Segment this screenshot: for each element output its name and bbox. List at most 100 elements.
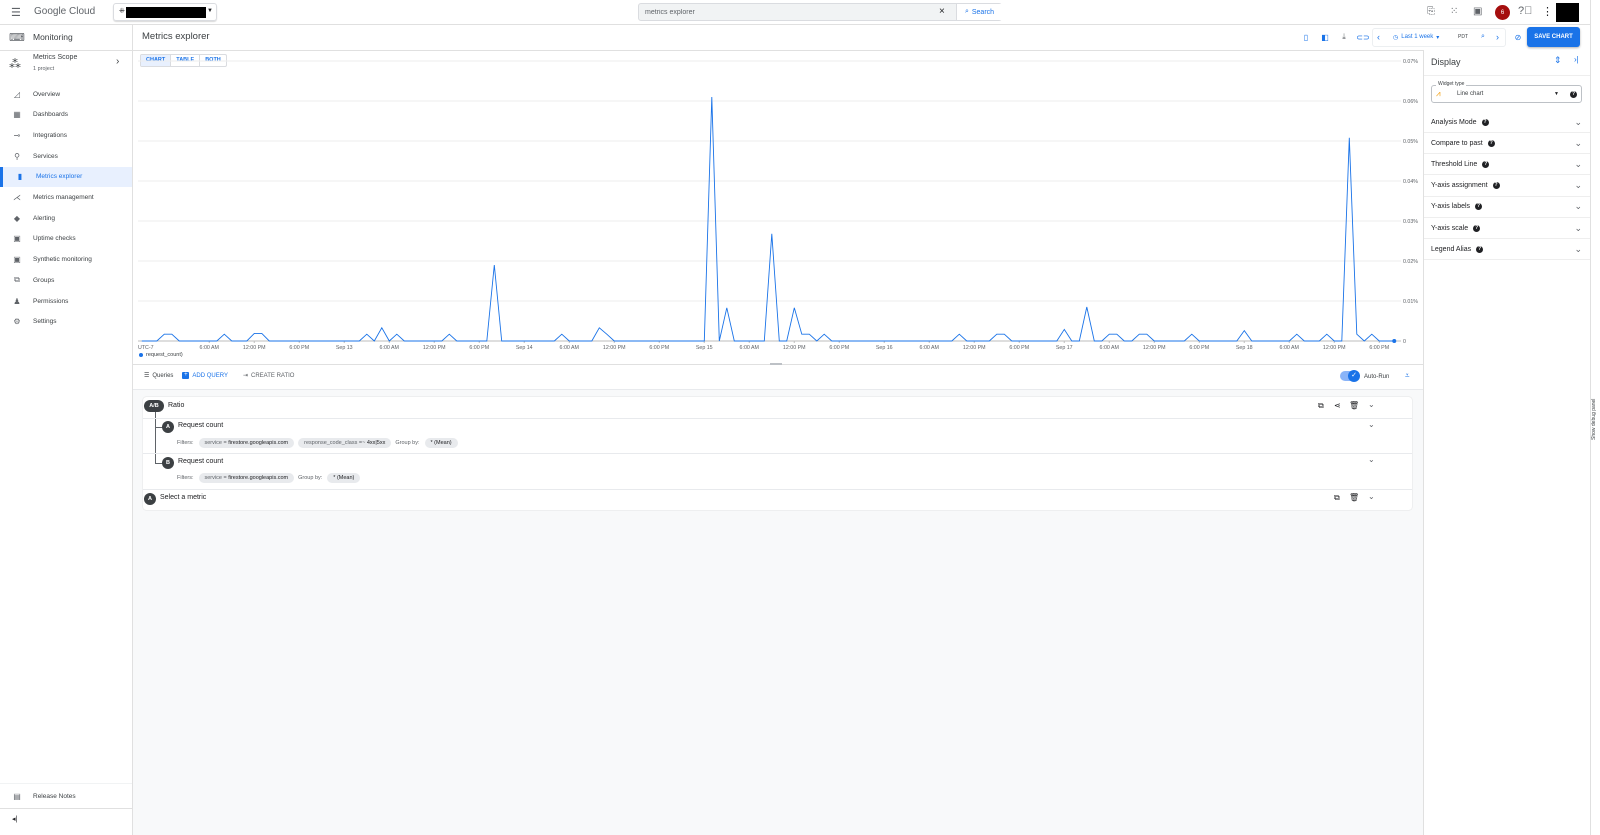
time-range-selector[interactable]: ◷ Last 1 week ▾ bbox=[1393, 34, 1440, 41]
help-icon[interactable]: ? bbox=[1482, 160, 1490, 168]
section-y-axis-labels[interactable]: Y-axis labels? ⌄ bbox=[1424, 197, 1590, 218]
delete-icon[interactable]: 🗑 bbox=[1349, 401, 1360, 410]
section-y-axis-assignment[interactable]: Y-axis assignment? ⌄ bbox=[1424, 176, 1590, 197]
help-icon[interactable]: ? bbox=[1487, 139, 1495, 147]
x-tick-label: 6:00 PM bbox=[829, 345, 849, 351]
section-legend-alias[interactable]: Legend Alias? ⌄ bbox=[1424, 239, 1590, 261]
search-input[interactable] bbox=[645, 6, 925, 18]
create-ratio-button[interactable]: CREATE RATIO bbox=[251, 372, 295, 379]
help-icon[interactable]: ?⃝ bbox=[1518, 5, 1533, 17]
line-chart-icon: ⩘ bbox=[1436, 89, 1441, 98]
zoom-icon[interactable]: ⌕ bbox=[1481, 33, 1485, 40]
chevron-down-icon[interactable]: ⌄ bbox=[1368, 400, 1375, 409]
synthetic-monitoring-icon: ▣ bbox=[13, 255, 21, 265]
series-line bbox=[141, 96, 1395, 342]
section-label: Legend Alias bbox=[1431, 245, 1472, 253]
delete-icon[interactable]: 🗑 bbox=[1349, 493, 1360, 502]
feedback-icon[interactable]: ⎘ bbox=[1427, 6, 1435, 17]
help-icon[interactable]: ? bbox=[1492, 182, 1500, 190]
collapse-all-icon[interactable]: ⩡ bbox=[1405, 371, 1410, 380]
filter-chip[interactable]: service = firestore.googleapis.com bbox=[198, 473, 295, 483]
link-icon[interactable]: ⊂⊃ bbox=[1356, 32, 1370, 42]
chevron-down-icon[interactable]: ⌄ bbox=[1368, 420, 1375, 429]
save-chart-button[interactable]: SAVE CHART bbox=[1527, 27, 1580, 47]
tab-both[interactable]: BOTH bbox=[205, 57, 221, 63]
account-avatar[interactable] bbox=[1556, 3, 1579, 22]
metrics-scope[interactable]: ⁂ Metrics Scope 1 project › bbox=[0, 52, 132, 78]
group-by-chip[interactable]: * (Mean) bbox=[424, 438, 458, 448]
add-query-button[interactable]: ADD QUERY bbox=[192, 372, 228, 379]
legend-swatch bbox=[139, 353, 143, 357]
help-icon[interactable]: ? bbox=[1473, 224, 1481, 232]
sidebar-item-settings[interactable]: ⚙ Settings bbox=[0, 312, 132, 332]
download-icon[interactable]: ⤓ bbox=[1342, 32, 1346, 41]
close-panel-icon[interactable]: ›| bbox=[1574, 55, 1579, 64]
section-y-axis-scale[interactable]: Y-axis scale? ⌄ bbox=[1424, 218, 1590, 239]
settings-icon: ⚙ bbox=[13, 317, 21, 327]
x-tick-label: 6:00 PM bbox=[469, 345, 489, 351]
select-metric-button[interactable]: Select a metric bbox=[160, 494, 207, 501]
google-cloud-logo[interactable]: Google Cloud bbox=[34, 6, 96, 17]
sidebar-item-synthetic-monitoring[interactable]: ▣ Synthetic monitoring bbox=[0, 250, 132, 270]
debug-panel-strip[interactable]: Show debug panel bbox=[1590, 0, 1600, 835]
project-picker[interactable]: ⁜ ▼ bbox=[113, 3, 217, 21]
help-icon[interactable]: ? bbox=[1476, 245, 1484, 253]
sidebar-item-alerting[interactable]: ◆ Alerting bbox=[0, 208, 132, 228]
query-b-metric[interactable]: Request count bbox=[178, 458, 224, 465]
section-threshold-line[interactable]: Threshold Line? ⌄ bbox=[1424, 154, 1590, 176]
help-icon[interactable]: ? bbox=[1475, 203, 1483, 211]
show-debug-panel-button[interactable]: Show debug panel bbox=[1591, 398, 1597, 440]
auto-run-toggle[interactable]: ✓ bbox=[1340, 370, 1360, 382]
help-icon[interactable]: ? bbox=[1481, 118, 1489, 126]
expand-collapse-icon[interactable]: ⇕ bbox=[1554, 55, 1562, 65]
chevron-down-icon[interactable]: ⌄ bbox=[1368, 492, 1375, 501]
x-tick-label: 6:00 PM bbox=[289, 345, 309, 351]
tab-chart[interactable]: CHART bbox=[141, 55, 172, 66]
sidebar-item-overview[interactable]: ◿ Overview bbox=[0, 84, 132, 104]
timezone-label[interactable]: PDT bbox=[1458, 34, 1468, 40]
filter-chip[interactable]: service = firestore.googleapis.com bbox=[198, 438, 295, 448]
cloud-shell-icon[interactable]: ▣ bbox=[1473, 6, 1483, 17]
sidebar-item-metrics-management[interactable]: ⋌ Metrics management bbox=[0, 188, 132, 208]
x-tick-label: Sep 15 bbox=[696, 345, 713, 351]
query-b-badge: B bbox=[162, 457, 174, 469]
sidebar-item-integrations[interactable]: ⊸ Integrations bbox=[0, 125, 132, 145]
section-analysis-mode[interactable]: Analysis Mode? ⌄ bbox=[1424, 112, 1590, 133]
code-icon[interactable]: ◧ bbox=[1321, 32, 1329, 42]
duplicate-icon[interactable]: ⧉ bbox=[1334, 493, 1340, 502]
clear-search-icon[interactable]: × bbox=[939, 6, 945, 17]
search-button[interactable]: ⌕ Search bbox=[956, 4, 1002, 20]
resize-handle[interactable] bbox=[770, 363, 782, 365]
collapse-sidebar-icon[interactable]: ◂| bbox=[12, 816, 18, 823]
group-by-chip[interactable]: * (Mean) bbox=[327, 473, 361, 483]
more-vert-icon[interactable]: ⋮ bbox=[1542, 6, 1553, 18]
book-icon[interactable]: ▯ bbox=[1303, 32, 1309, 42]
previous-range-icon[interactable]: ‹ bbox=[1377, 32, 1380, 42]
chevron-down-icon: ⌄ bbox=[1574, 201, 1582, 212]
widget-type-select[interactable]: Widget type ⩘ Line chart ▼ ? bbox=[1431, 81, 1582, 103]
section-compare-to-past[interactable]: Compare to past? ⌄ bbox=[1424, 133, 1590, 155]
chart-legend[interactable]: request_count) bbox=[139, 352, 183, 358]
notifications-badge[interactable]: 6 bbox=[1495, 5, 1510, 20]
auto-refresh-off-icon[interactable]: ⊘ bbox=[1514, 32, 1522, 42]
sidebar-item-services[interactable]: ⚲ Services bbox=[0, 146, 132, 166]
next-range-icon[interactable]: › bbox=[1496, 32, 1499, 42]
filter-chip[interactable]: response_code_class =~ 4xx|5xx bbox=[298, 438, 392, 448]
sidebar-item-uptime-checks[interactable]: ▣ Uptime checks bbox=[0, 229, 132, 249]
metrics-explorer-icon: ▮ bbox=[17, 172, 23, 182]
share-icon[interactable]: ⋖ bbox=[1334, 401, 1341, 410]
tab-table[interactable]: TABLE bbox=[171, 55, 201, 66]
apps-icon[interactable]: ⁙ bbox=[1450, 6, 1459, 17]
chevron-down-icon[interactable]: ⌄ bbox=[1368, 455, 1375, 464]
sidebar-item-metrics-explorer[interactable]: ▮ Metrics explorer bbox=[0, 166, 132, 187]
filter-value: firestore.googleapis.com bbox=[228, 440, 289, 446]
menu-icon[interactable]: ☰ bbox=[11, 7, 21, 19]
sidebar-item-dashboards[interactable]: ▦ Dashboards bbox=[0, 105, 132, 125]
duplicate-icon[interactable]: ⧉ bbox=[1318, 401, 1324, 410]
sidebar-item-groups[interactable]: ⧉ Groups bbox=[0, 270, 132, 290]
sidebar-item-label: Services bbox=[33, 152, 58, 160]
help-icon[interactable]: ? bbox=[1570, 91, 1577, 98]
sidebar-item-release-notes[interactable]: ▤ Release Notes bbox=[0, 786, 132, 806]
sidebar-item-permissions[interactable]: ♟ Permissions bbox=[0, 291, 132, 311]
query-a-metric[interactable]: Request count bbox=[178, 422, 224, 429]
